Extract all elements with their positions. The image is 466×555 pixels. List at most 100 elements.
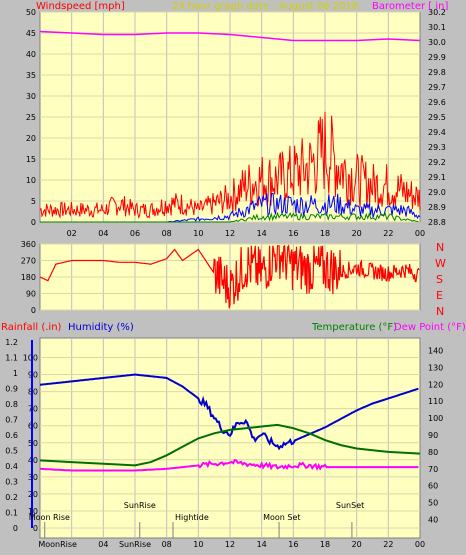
- temperature-y-tick: 80: [428, 448, 438, 457]
- event-label: Moon Set: [263, 513, 300, 522]
- humidity-axis-label: Humidity (%): [68, 322, 134, 333]
- wind-x-tick: 20: [352, 229, 362, 238]
- barometer-y-tick: 30.0: [428, 38, 446, 47]
- humidity-y-tick: 100: [23, 354, 38, 363]
- rainfall-y-tick: 0.6: [5, 431, 18, 440]
- wind-x-tick: 00: [415, 229, 425, 238]
- barometer-line: [39, 30, 421, 42]
- direction-y-tick: 90: [26, 290, 36, 299]
- wind-y-tick: 35: [26, 71, 36, 80]
- temperature-y-tick: 50: [428, 499, 438, 508]
- barometer-y-tick: 29.6: [428, 98, 446, 107]
- barometer-y-tick: 29.9: [428, 53, 446, 62]
- wind-x-tick: 22: [383, 229, 393, 238]
- rainfall-y-tick: 0.1: [5, 509, 18, 518]
- barometer-y-tick: 30.2: [428, 8, 446, 17]
- rainfall-y-tick: 0.8: [5, 400, 18, 409]
- barometer-y-tick: 29.0: [428, 188, 446, 197]
- wind-y-tick: 25: [26, 113, 36, 122]
- wind-x-tick: 06: [130, 229, 140, 238]
- humidity-x-tick: 10: [193, 540, 203, 549]
- barometer-y-tick: 29.4: [428, 128, 446, 137]
- event-label: SunSet: [336, 501, 364, 510]
- wind-axis-label: Windspeed [mph]: [36, 1, 125, 12]
- wind-x-tick: 12: [225, 229, 235, 238]
- rainfall-y-tick: 1.2: [5, 338, 18, 347]
- temperature-y-tick: 40: [428, 516, 438, 525]
- wind-y-tick: 30: [26, 92, 36, 101]
- rainfall-y-tick: 0.4: [5, 462, 18, 471]
- direction-y-tick: 0: [31, 306, 36, 315]
- temperature-y-tick: 100: [428, 414, 443, 423]
- wind-y-tick: 50: [26, 8, 36, 17]
- temperature-axis-label: Temperature (°F): [311, 322, 397, 333]
- humidity-x-tick: 08: [162, 540, 172, 549]
- direction-y-tick: 270: [21, 257, 36, 266]
- barometer-y-tick: 29.5: [428, 113, 446, 122]
- barometer-y-tick: 29.1: [428, 173, 446, 182]
- wind-x-tick: 02: [67, 229, 77, 238]
- humidity-x-tick: 16: [288, 540, 298, 549]
- humidity-line: [39, 373, 419, 451]
- rainfall-y-tick: 0: [13, 524, 18, 533]
- wind-x-tick: 08: [162, 229, 172, 238]
- temperature-y-tick: 120: [428, 380, 443, 389]
- wind-x-tick: 16: [288, 229, 298, 238]
- direction-y-tick: 360: [21, 240, 36, 249]
- windspeed-line: [39, 111, 421, 219]
- event-label: SunRise: [124, 501, 156, 510]
- rainfall-y-tick: 0.2: [5, 493, 18, 502]
- event-label: Hightide: [175, 513, 209, 522]
- dewpoint-axis-label: Dew Point (°F): [394, 322, 466, 333]
- event-label: Moon Rise: [29, 513, 70, 522]
- rainfall-y-tick: 0.3: [5, 478, 18, 487]
- barometer-y-tick: 29.7: [428, 83, 446, 92]
- humidity-x-tick: 20: [352, 540, 362, 549]
- wind-x-tick: 18: [320, 229, 330, 238]
- temperature-y-tick: 60: [428, 482, 438, 491]
- barometer-y-tick: 29.2: [428, 158, 446, 167]
- direction-y-tick: 180: [21, 273, 36, 282]
- temperature-y-tick: 90: [428, 431, 438, 440]
- rainfall-y-tick: 1: [13, 369, 18, 378]
- rainfall-y-tick: 0.7: [5, 416, 18, 425]
- wind-y-tick: 15: [26, 155, 36, 164]
- temperature-y-tick: 140: [428, 346, 443, 355]
- temperature-y-tick: 70: [428, 465, 438, 474]
- wind-x-tick: 04: [98, 229, 108, 238]
- rainfall-axis-label: Rainfall (.in): [1, 322, 62, 333]
- temperature-y-tick: 130: [428, 363, 443, 372]
- wind-y-tick: 40: [26, 50, 36, 59]
- humidity-x-tick: MoonRise: [38, 540, 77, 549]
- humidity-x-tick: 00: [415, 540, 425, 549]
- compass-n-bottom: N: [436, 305, 444, 318]
- humidity-x-tick: 18: [320, 540, 330, 549]
- wind-direction-line: [39, 244, 420, 309]
- barometer-y-tick: 28.9: [428, 203, 446, 212]
- humidity-y-tick: 0: [33, 524, 38, 533]
- chart-title: 24 hour graph date : August 06 2018: [172, 1, 358, 12]
- wind-y-tick: 20: [26, 134, 36, 143]
- barometer-y-tick: 29.8: [428, 68, 446, 77]
- barometer-y-tick: 30.1: [428, 23, 446, 32]
- compass-s: S: [436, 273, 443, 286]
- rainfall-y-tick: 0.5: [5, 447, 18, 456]
- humidity-x-tick: 22: [383, 540, 393, 549]
- rainfall-y-tick: 1.1: [5, 354, 18, 363]
- compass-e: E: [436, 289, 443, 302]
- barometer-y-tick: 29.3: [428, 143, 446, 152]
- rainfall-y-tick: 0.9: [5, 385, 18, 394]
- wind-y-tick: 0: [31, 218, 36, 227]
- wind-x-tick: 14: [257, 229, 267, 238]
- humidity-x-tick: 04: [98, 540, 108, 549]
- wind-x-tick: 10: [193, 229, 203, 238]
- wind-y-tick: 10: [26, 176, 36, 185]
- wind-y-tick: 45: [26, 29, 36, 38]
- temperature-y-tick: 110: [428, 397, 443, 406]
- temperature-line: [39, 423, 421, 467]
- barometer-axis-label: Barometer [ in]: [372, 1, 448, 12]
- humidity-x-tick: 12: [225, 540, 235, 549]
- average-wind-line: [40, 211, 419, 223]
